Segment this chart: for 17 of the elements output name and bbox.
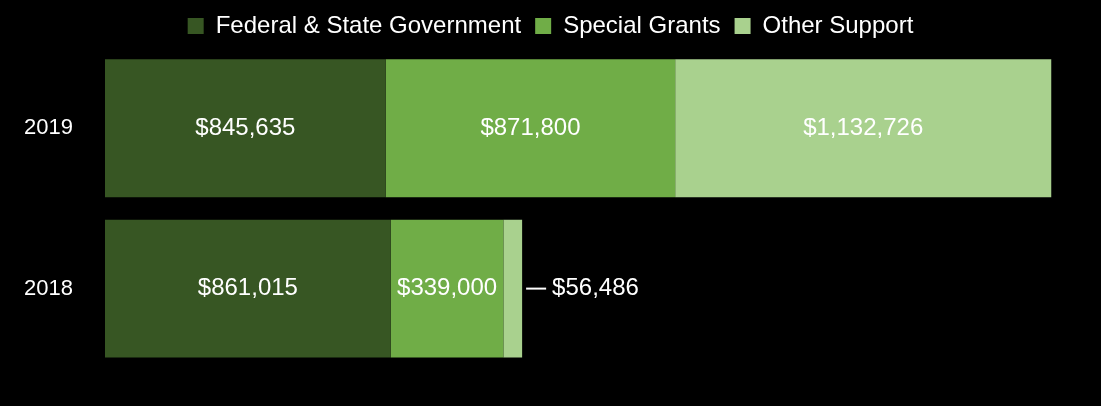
- data-label: $1,132,726: [803, 112, 924, 140]
- bar: [104, 59, 386, 198]
- y-tick-label: 2018: [23, 274, 73, 300]
- data-label: $339,000: [397, 273, 498, 301]
- legend-label: Other Support: [762, 10, 914, 38]
- bar: [385, 59, 676, 198]
- data-label: $861,015: [197, 273, 298, 301]
- bar: [503, 219, 523, 358]
- bar: [675, 59, 1052, 198]
- legend-label: Special Grants: [563, 10, 721, 38]
- bar: [390, 219, 504, 358]
- bar: [104, 219, 391, 358]
- y-tick-label: 2019: [23, 114, 73, 140]
- data-label: $871,800: [480, 112, 581, 140]
- data-label: $56,486: [552, 273, 639, 301]
- data-label: $845,635: [195, 112, 296, 140]
- legend-label: Federal & State Government: [215, 10, 522, 38]
